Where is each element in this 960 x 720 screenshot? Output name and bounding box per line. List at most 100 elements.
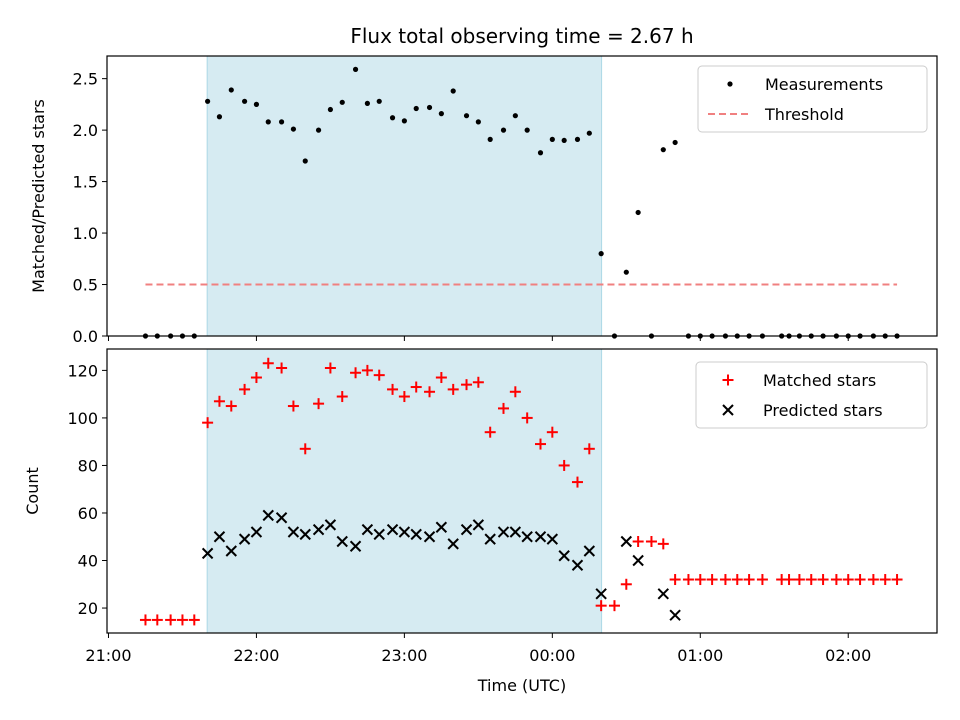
x-axis-label: Time (UTC) bbox=[477, 676, 566, 695]
count-point-0-12 bbox=[287, 400, 299, 412]
count-series-1 bbox=[201, 509, 681, 621]
count-point-1-6 bbox=[275, 512, 288, 524]
count-y-tick-label-1: 40 bbox=[78, 552, 98, 571]
ratio-legend-label-0: Measurements bbox=[765, 75, 883, 94]
count-point-0-25 bbox=[447, 383, 459, 395]
count-point-1-29 bbox=[558, 550, 570, 562]
ratio-point-0-20 bbox=[389, 115, 396, 121]
count-point-1-23-b bbox=[484, 533, 496, 545]
ratio-point-0-19 bbox=[376, 98, 382, 104]
count-point-0-39 bbox=[620, 578, 632, 590]
ratio-point-0-12 bbox=[290, 126, 297, 132]
count-point-1-13 bbox=[361, 523, 374, 536]
ratio-axes-frame bbox=[106, 55, 938, 337]
count-point-1-22 bbox=[472, 519, 485, 531]
count-point-1-33 bbox=[620, 535, 633, 548]
count-point-1-0 bbox=[201, 547, 214, 560]
count-point-1-3-b bbox=[238, 533, 251, 545]
count-point-1-2-b bbox=[225, 545, 237, 557]
count-point-0-19 bbox=[373, 369, 385, 381]
count-point-1-10-b bbox=[324, 519, 337, 531]
count-point-0-21 bbox=[398, 391, 410, 403]
count-point-1-6-b bbox=[275, 512, 288, 524]
count-panel: 20 40 60 80 100 120 21:00 22:00 23:00 00:00 01:00 0… bbox=[23, 348, 938, 665]
count-point-0-44 bbox=[682, 574, 694, 586]
count-point-0-16 bbox=[336, 391, 348, 403]
count-point-1-14-b bbox=[373, 528, 385, 541]
count-point-1-12 bbox=[349, 540, 362, 552]
count-point-1-10 bbox=[324, 519, 337, 531]
ratio-legend-swatch-0 bbox=[727, 81, 733, 87]
ratio-point-0-17 bbox=[352, 66, 359, 72]
count-point-1-28-b bbox=[546, 533, 559, 545]
count-point-1-5-b bbox=[262, 509, 274, 522]
count-point-1-14 bbox=[373, 528, 385, 541]
count-point-0-24 bbox=[435, 372, 447, 384]
ratio-point-0-43 bbox=[672, 139, 678, 146]
count-point-1-32 bbox=[595, 588, 607, 600]
count-point-1-7-b bbox=[287, 526, 300, 538]
count-point-0-10 bbox=[262, 357, 274, 369]
count-point-1-36 bbox=[669, 609, 681, 621]
count-point-1-17 bbox=[410, 528, 422, 541]
count-legend-swatch-1-b bbox=[722, 404, 734, 416]
ratio-point-0-13 bbox=[302, 158, 308, 164]
count-point-1-26-b bbox=[521, 531, 533, 543]
count-point-0-52 bbox=[783, 574, 795, 586]
count-point-1-8-b bbox=[299, 528, 311, 541]
count-point-0-17 bbox=[350, 367, 362, 379]
count-point-0-0 bbox=[139, 614, 151, 626]
count-point-1-20-b bbox=[447, 538, 459, 550]
count-point-1-29-b bbox=[558, 550, 570, 562]
ratio-point-0-32 bbox=[537, 150, 544, 156]
ratio-point-0-39 bbox=[623, 269, 629, 275]
count-point-1-24 bbox=[497, 526, 510, 538]
count-point-0-42 bbox=[657, 538, 669, 550]
ratio-panel: 0.0 0.5 1.0 1.5 2.0 2.5 Matched/Predicted star… bbox=[29, 55, 938, 346]
count-point-1-25-b bbox=[509, 526, 522, 538]
ratio-point-0-42 bbox=[660, 147, 666, 153]
count-point-1-20 bbox=[447, 538, 459, 550]
ratio-point-0-9 bbox=[253, 101, 260, 107]
ratio-point-0-8 bbox=[241, 98, 248, 104]
x-tick-label-4: 01:00 bbox=[677, 646, 723, 665]
count-point-0-31 bbox=[521, 412, 533, 424]
count-point-1-23 bbox=[484, 533, 496, 545]
ratio-y-tick-label-2: 1.0 bbox=[73, 224, 98, 243]
x-tick-label-5: 02:00 bbox=[825, 646, 871, 665]
ratio-point-0-29 bbox=[500, 127, 507, 133]
ratio-point-0-25 bbox=[450, 88, 456, 94]
count-point-0-36 bbox=[583, 443, 595, 455]
count-point-1-16-b bbox=[398, 526, 411, 538]
count-point-1-3 bbox=[238, 533, 251, 545]
count-point-1-21 bbox=[460, 523, 473, 536]
count-point-0-20 bbox=[387, 383, 399, 395]
count-point-1-16 bbox=[398, 526, 411, 538]
ratio-point-0-40 bbox=[635, 209, 641, 216]
count-point-1-25 bbox=[509, 526, 522, 538]
count-point-0-58 bbox=[854, 574, 866, 586]
count-point-1-34 bbox=[632, 554, 644, 567]
ratio-legend: Measurements Threshold bbox=[697, 65, 928, 133]
count-legend: Matched stars Predicted stars bbox=[695, 361, 928, 429]
count-point-0-5 bbox=[202, 417, 214, 429]
count-point-0-4 bbox=[188, 614, 200, 626]
ratio-point-0-16 bbox=[339, 99, 345, 105]
count-point-1-11-b bbox=[336, 535, 348, 548]
ratio-point-0-7 bbox=[228, 87, 234, 93]
count-point-1-4-b bbox=[250, 526, 263, 538]
count-point-0-56 bbox=[830, 574, 842, 586]
count-series-0 bbox=[139, 357, 903, 626]
count-point-1-27 bbox=[534, 531, 547, 543]
ratio-y-axis-label: Matched/Predicted stars bbox=[29, 99, 48, 293]
count-point-0-53 bbox=[793, 574, 805, 586]
count-point-0-37 bbox=[595, 600, 607, 612]
count-point-1-4 bbox=[250, 526, 263, 538]
count-point-1-11 bbox=[336, 535, 348, 548]
count-point-1-9 bbox=[312, 523, 325, 536]
count-point-0-28 bbox=[484, 426, 496, 438]
count-point-1-8 bbox=[299, 528, 311, 541]
ratio-y-tick-label-3: 1.5 bbox=[73, 173, 98, 192]
count-point-1-24-b bbox=[497, 526, 510, 538]
